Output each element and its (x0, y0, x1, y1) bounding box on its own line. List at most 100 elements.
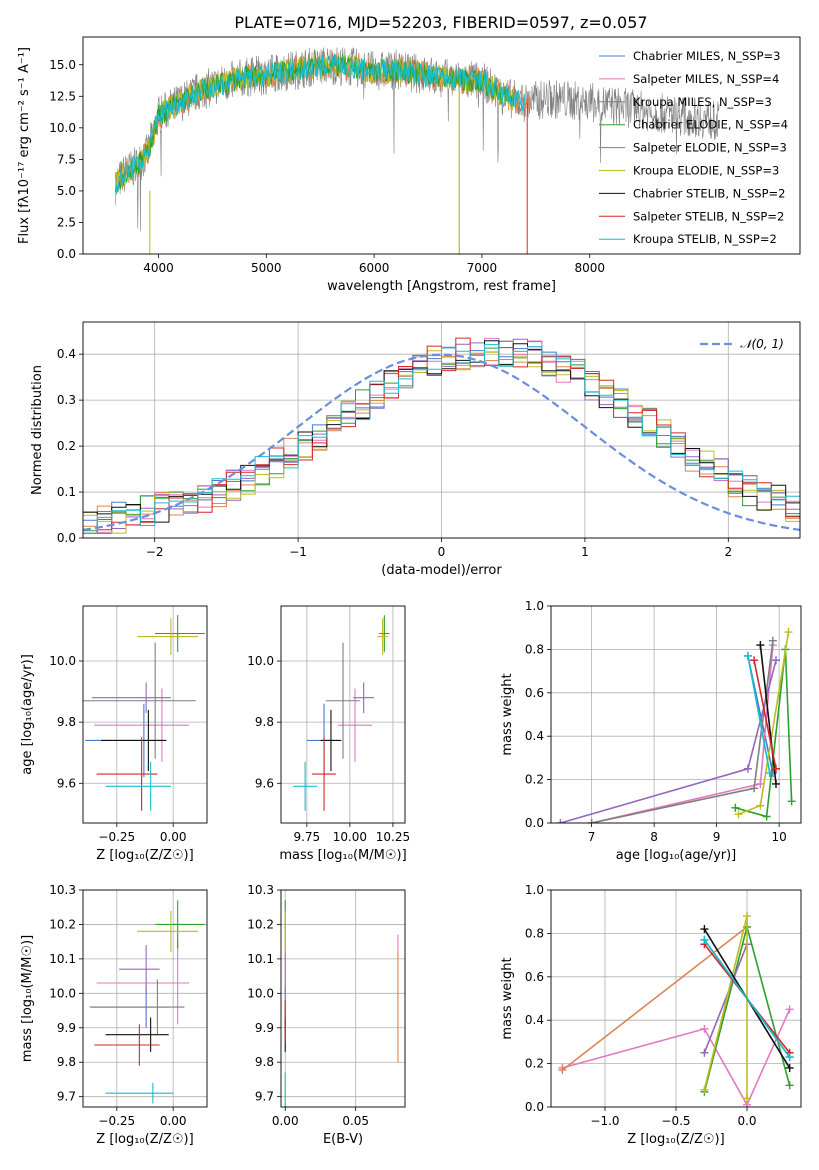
y-tick-label: 0.2 (525, 773, 544, 787)
weight-marker (587, 819, 596, 823)
axes-frame (280, 889, 406, 1108)
x-tick-label: 0.00 (272, 1114, 299, 1128)
y-tick-label: 9.6 (57, 776, 76, 790)
axes-frame (550, 889, 802, 1108)
y-axis-label: Flux [fλ10⁻¹⁷ erg cm⁻² s⁻¹ A⁻¹] (17, 47, 32, 244)
y-tick-label: 12.5 (49, 89, 76, 103)
y-axis-label: mass weight (500, 673, 515, 755)
x-tick-label: −1.0 (590, 1114, 619, 1128)
y-tick-label: 10.0 (247, 986, 274, 1000)
y-tick-label: 0.0 (57, 247, 76, 261)
y-tick-label: 0.8 (525, 926, 544, 940)
weight-series (753, 660, 777, 769)
weight-marker (768, 636, 777, 645)
x-tick-label: 7 (588, 830, 596, 844)
x-axis-label: Z [log₁₀(Z/Z☉)] (627, 1132, 724, 1147)
weight-marker (787, 797, 796, 806)
x-tick-label: −0.25 (98, 1114, 135, 1128)
y-tick-label: 0.0 (525, 816, 544, 830)
y-tick-label: 10.0 (247, 654, 274, 668)
axes-frame (82, 321, 801, 539)
x-tick-label: −0.25 (98, 830, 135, 844)
y-tick-label: 9.7 (57, 1090, 76, 1104)
y-tick-label: 9.9 (255, 1021, 274, 1035)
x-tick-label: 0.00 (160, 830, 187, 844)
legend-label: Chabrier ELODIE, N_SSP=4 (633, 118, 788, 132)
y-tick-label: 10.0 (49, 986, 76, 1000)
y-tick-label: 0.8 (525, 642, 544, 656)
x-tick-label: −2 (146, 545, 164, 559)
x-axis-label: E(B-V) (323, 1132, 363, 1147)
legend-label: Kroupa MILES, N_SSP=3 (633, 95, 772, 109)
legend-label: 𝒩(0, 1) (740, 337, 784, 351)
x-tick-label: 9.75 (293, 830, 320, 844)
y-tick-label: 0.6 (525, 686, 544, 700)
y-tick-label: 0.6 (525, 970, 544, 984)
legend-label: Salpeter ELODIE, N_SSP=3 (633, 141, 787, 155)
y-tick-label: 9.6 (255, 776, 274, 790)
weight-series (747, 655, 771, 774)
weight-marker (556, 819, 565, 823)
weight-marker (734, 810, 743, 819)
x-tick-label: 7000 (467, 261, 498, 275)
weight-marker (785, 1053, 794, 1062)
x-tick-label: 0.05 (342, 1114, 369, 1128)
y-tick-label: 10.1 (49, 952, 76, 966)
axes-frame (82, 889, 208, 1108)
panel-mass-vs-ebv: 0.00 0.05 9.7 9.8 9.9 10.0 10.1 10.2 10.3 E(B-V) (247, 883, 406, 1147)
weight-marker (743, 651, 752, 660)
x-axis-label: age [log₁₀(age/yr)] (616, 848, 737, 863)
histogram-steps (83, 337, 800, 534)
panel-weight-vs-Z: −1.0 −0.5 0.0 0.0 0.2 0.4 0.6 0.8 1.0 Z [log₁₀(Z/… (500, 883, 802, 1147)
x-tick-label: 5000 (251, 261, 282, 275)
x-tick-label: 6000 (359, 261, 390, 275)
y-tick-label: 0.1 (57, 485, 76, 499)
y-tick-label: 10.0 (49, 654, 76, 668)
y-tick-label: 10.2 (49, 917, 76, 931)
weight-marker (785, 1081, 794, 1090)
y-tick-label: 9.8 (57, 1055, 76, 1069)
figure-title: PLATE=0716, MJD=52203, FIBERID=0597, z=0… (234, 13, 647, 32)
y-tick-label: 0.3 (57, 393, 76, 407)
weight-marker (700, 1024, 709, 1033)
y-tick-label: 9.7 (255, 1090, 274, 1104)
x-tick-label: 10.25 (376, 830, 410, 844)
errorbars (293, 615, 390, 811)
weight-series (562, 1009, 791, 1107)
weight-marker (700, 925, 709, 934)
weight-marker (700, 935, 709, 944)
y-tick-label: 9.8 (255, 715, 274, 729)
chart-layer: 4000 5000 6000 7000 80000.02.55.07.510.012.5… (17, 36, 802, 1147)
weight-marker (700, 1085, 709, 1094)
y-tick-label: 10.3 (247, 883, 274, 897)
weight-marker (750, 784, 759, 793)
x-tick-label: 0.0 (737, 1114, 756, 1128)
x-tick-label: 0 (438, 545, 446, 559)
weight-marker (785, 1063, 794, 1072)
panel-spectrum: 4000 5000 6000 7000 8000 0.0 2.5 5.0 7.5 10.0 12.5… (17, 36, 801, 294)
x-axis-label: Z [log₁₀(Z/Z☉)] (96, 848, 193, 863)
weight-series (759, 645, 777, 784)
errorbars (89, 900, 205, 1104)
axes-frame (82, 605, 208, 824)
weight-marker (772, 779, 780, 788)
weight-marker (765, 769, 774, 778)
y-axis-label: age [log₁₀(age/yr)] (20, 654, 35, 775)
weight-marker (743, 912, 752, 921)
weight-series (703, 939, 791, 1058)
spectrum-model-line (114, 54, 526, 195)
histogram-series (83, 340, 800, 523)
y-axis-label: Normed distribution (30, 365, 45, 495)
weight-marker (756, 641, 765, 650)
y-tick-label: 10.1 (247, 952, 274, 966)
y-tick-label: 9.8 (255, 1055, 274, 1069)
x-tick-label: −1 (289, 545, 307, 559)
x-tick-label: 0.00 (160, 1114, 187, 1128)
histogram-series (83, 337, 800, 534)
errorbars (83, 615, 205, 811)
legend-label: Chabrier STELIB, N_SSP=2 (633, 186, 785, 200)
y-tick-label: 0.4 (525, 729, 544, 743)
weight-series (703, 944, 748, 1054)
